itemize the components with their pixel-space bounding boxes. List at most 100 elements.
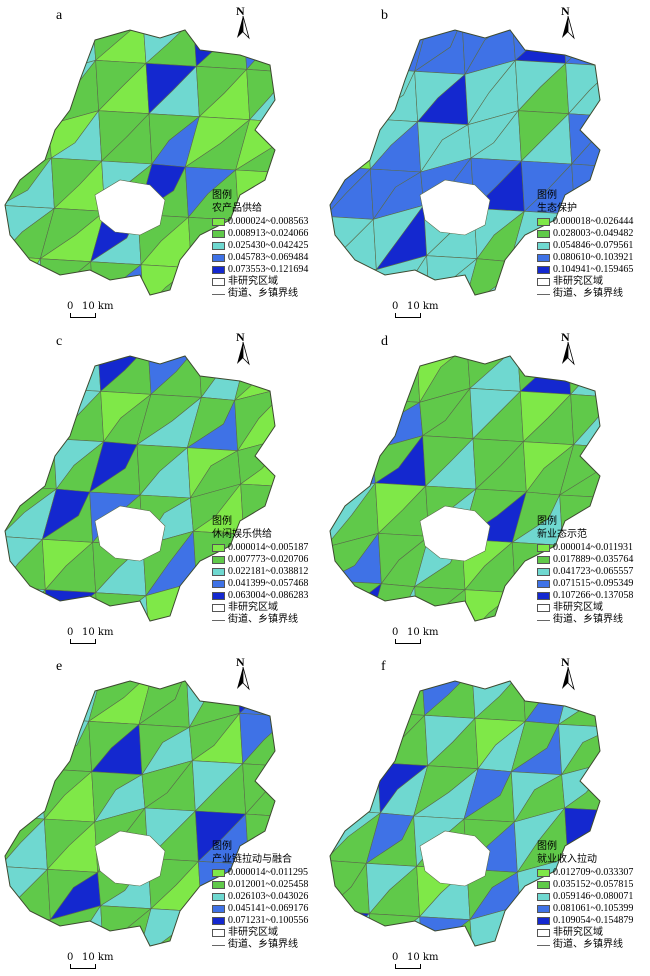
- north-arrow-icon: N: [232, 655, 254, 693]
- township-region: [330, 913, 373, 946]
- legend-item: 0.000014~0.005187: [212, 542, 308, 554]
- north-label: N: [236, 655, 245, 669]
- township-region: [5, 681, 56, 719]
- non-study-area: [94, 179, 166, 236]
- legend-swatch: [212, 556, 225, 564]
- township-region: [49, 356, 101, 392]
- legend-item: 0.007773~0.020706: [212, 554, 308, 566]
- legend-label: 0.063004~0.086283: [228, 590, 309, 601]
- legend-item: 0.000014~0.011931: [537, 542, 633, 554]
- map-canvas: [4, 355, 276, 622]
- boundary-line-icon: [537, 293, 550, 295]
- legend-label: 街道、乡镇界线: [553, 939, 623, 950]
- legend-swatch: [537, 881, 550, 889]
- scale-bar-line: [70, 639, 96, 644]
- legend-swatch: [212, 580, 225, 588]
- township-region: [5, 437, 57, 490]
- legend-item: 0.017889~0.035764: [537, 554, 633, 566]
- legend: 图例 产业链拉动与融合 0.000014~0.011295 0.012001~0.02…: [212, 841, 308, 951]
- boundary-line-icon: [537, 619, 550, 621]
- legend-label: 0.000024~0.008563: [228, 216, 309, 227]
- legend-swatch: [537, 230, 550, 238]
- township-region: [5, 916, 52, 946]
- map-canvas: [329, 680, 601, 947]
- panel-letter: b: [381, 8, 388, 23]
- legend-item: 0.012001~0.025458: [212, 879, 308, 891]
- township-region: [368, 356, 420, 403]
- legend-item: 0.045783~0.069484: [212, 252, 308, 264]
- scale-bar-line: [395, 964, 421, 969]
- township-region: [5, 30, 46, 75]
- legend-item: 0.081061~0.105399: [537, 903, 633, 915]
- legend: 图例 就业收入拉动 0.012709~0.033307 0.035152~0.0578…: [537, 841, 633, 951]
- scale-zero: 0: [67, 952, 74, 963]
- township-region: [330, 681, 373, 728]
- legend-swatch: [537, 592, 550, 600]
- legend-label: 0.028003~0.049482: [553, 228, 634, 239]
- township-region: [5, 30, 43, 73]
- legend-subtitle: 休闲娱乐供给: [212, 529, 272, 540]
- legend-item: 0.063004~0.086283: [212, 590, 308, 602]
- scale-bar-line: [70, 313, 96, 318]
- map-canvas: [329, 355, 601, 622]
- boundary-line-icon: [537, 944, 550, 946]
- legend-label: 0.054846~0.079561: [553, 240, 634, 251]
- legend-swatch: [212, 218, 225, 226]
- legend-label: 0.041723~0.065557: [553, 566, 634, 577]
- legend-item: 0.022181~0.038812: [212, 566, 308, 578]
- legend-swatch: [537, 568, 550, 576]
- legend-label: 0.000018~0.026444: [553, 216, 634, 227]
- legend-item: 0.071231~0.100556: [212, 915, 308, 927]
- legend-item: 0.028003~0.049482: [537, 228, 633, 240]
- scale-distance: 10 km: [82, 627, 114, 638]
- legend-item-boundary: 街道、乡镇界线: [537, 288, 633, 300]
- legend-swatch: [537, 254, 550, 262]
- legend-title: 图例: [537, 190, 557, 201]
- panel-letter: f: [381, 659, 386, 674]
- legend-swatch: [212, 869, 225, 877]
- study-area-outline: [329, 355, 601, 622]
- legend-swatch: [537, 242, 550, 250]
- legend-label: 非研究区域: [553, 927, 603, 938]
- legend-item: 0.041723~0.065557: [537, 566, 633, 578]
- township-region: [366, 356, 418, 401]
- scale-zero: 0: [392, 301, 399, 312]
- legend-swatch: [537, 604, 550, 612]
- legend-swatch: [212, 905, 225, 913]
- legend-label: 0.025430~0.042425: [228, 240, 309, 251]
- scale-bar-line: [395, 639, 421, 644]
- legend-swatch: [537, 917, 550, 925]
- legend-swatch: [212, 230, 225, 238]
- legend-item-boundary: 街道、乡镇界线: [537, 939, 633, 951]
- township-region: [330, 759, 379, 811]
- township-region: [373, 681, 425, 716]
- legend-item: 0.107266~0.137058: [537, 590, 633, 602]
- township-region: [330, 580, 383, 621]
- legend-label: 0.012709~0.033307: [553, 867, 634, 878]
- township-region: [246, 69, 275, 121]
- legend-item-boundary: 街道、乡镇界线: [212, 614, 308, 626]
- scale-distance: 10 km: [407, 301, 439, 312]
- legend-label: 街道、乡镇界线: [228, 939, 298, 950]
- township-region: [5, 387, 54, 439]
- legend-swatch: [537, 556, 550, 564]
- legend-subtitle: 生态保护: [537, 203, 577, 214]
- legend-label: 0.059146~0.080071: [553, 891, 634, 902]
- scale-zero: 0: [67, 627, 74, 638]
- north-label: N: [561, 655, 570, 669]
- legend-item: 0.109054~0.154879: [537, 915, 633, 927]
- legend-label: 0.017889~0.035764: [553, 554, 634, 565]
- north-arrow-icon: N: [557, 655, 579, 693]
- north-arrow-icon: N: [232, 4, 254, 42]
- legend-item-boundary: 街道、乡镇界线: [212, 939, 308, 951]
- map-canvas: [4, 29, 276, 296]
- legend-label: 非研究区域: [553, 276, 603, 287]
- legend: 图例 农产品供给 0.000024~0.008563 0.008913~0.02406…: [212, 190, 308, 300]
- legend-label: 0.000014~0.005187: [228, 542, 309, 553]
- legend-label: 0.104941~0.159465: [553, 264, 634, 275]
- north-label: N: [236, 330, 245, 344]
- township-region: [330, 117, 371, 170]
- township-region: [330, 681, 375, 727]
- legend-swatch: [212, 929, 225, 937]
- legend-swatch: [537, 905, 550, 913]
